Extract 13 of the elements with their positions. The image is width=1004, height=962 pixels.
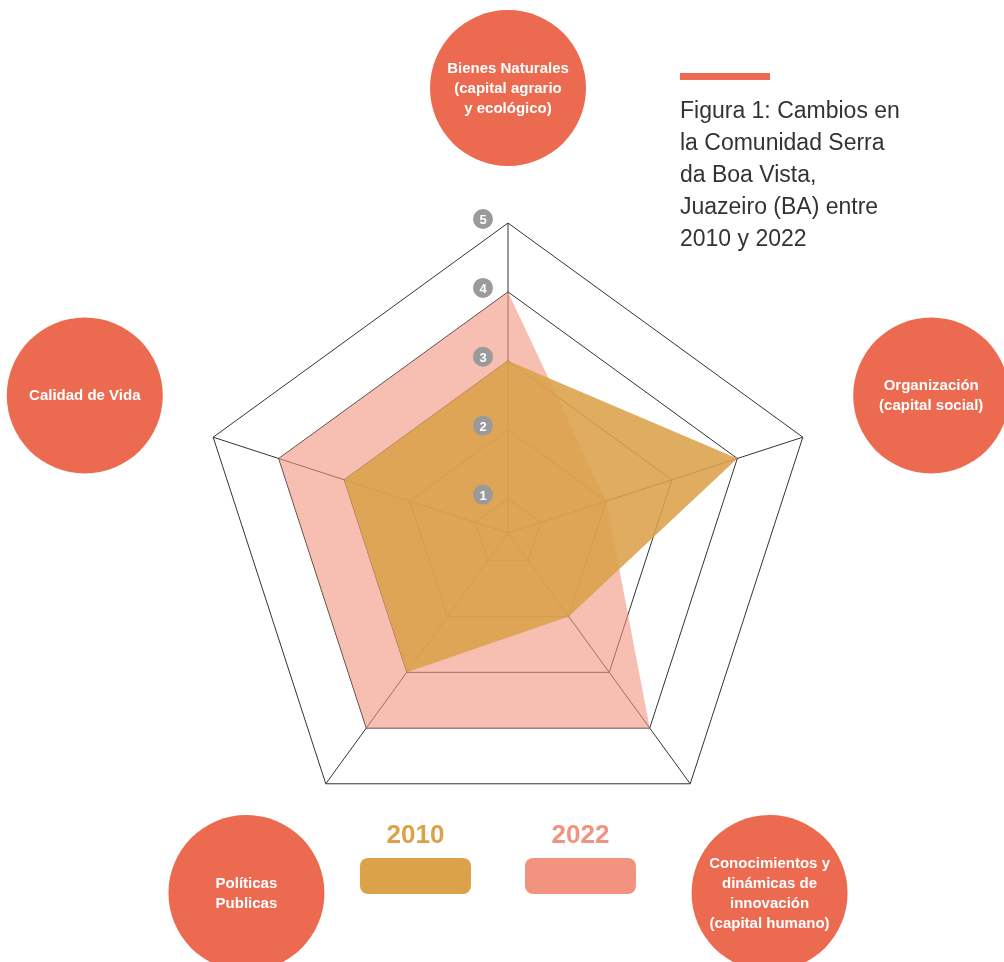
y-tick-label: 4 xyxy=(479,280,488,296)
spoke-label: Políticas Publicas xyxy=(215,874,278,912)
text: 2022 xyxy=(550,818,611,850)
spoke-label: Calidad de Vida xyxy=(29,386,142,404)
y-tick-label: 5 xyxy=(479,212,487,227)
text: Figura 1: Cambios en la Comunidad Serra da Boa Vista, Juazeiro (BA) entre 2010 y 2022 xyxy=(680,96,901,253)
y-tick-label: 2 xyxy=(479,418,487,434)
y-tick-label: 1 xyxy=(479,487,487,503)
spoke-label: Bienes Naturales (capital agrario y ecológico) xyxy=(447,59,569,116)
spoke-label: Organización (capital social) xyxy=(879,376,984,414)
spoke-label: Conocimientos y dinámicas de innovación (capital humano) xyxy=(709,854,831,932)
text: 2010 xyxy=(385,818,446,850)
y-tick-label: 3 xyxy=(479,349,487,365)
